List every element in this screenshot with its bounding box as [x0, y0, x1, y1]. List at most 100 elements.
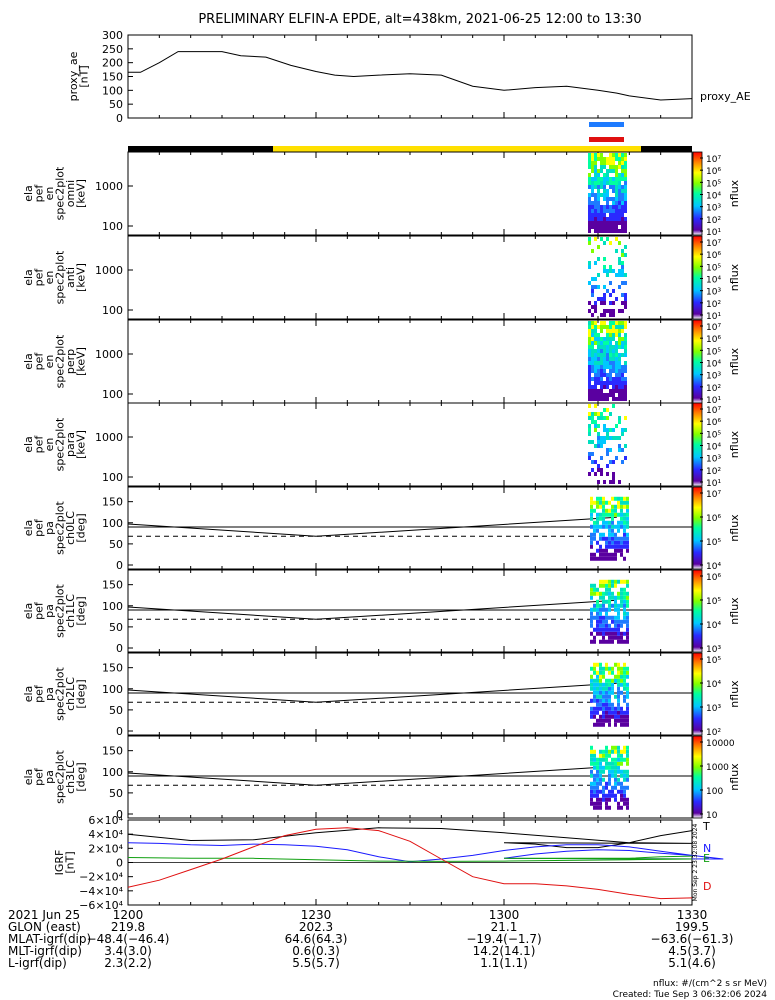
pa-2-spectrogram-pixel	[623, 674, 626, 679]
energy-2-spectrogram-pixel	[594, 365, 597, 369]
energy-0-spectrogram-pixel	[621, 157, 624, 161]
energy-1-spectrogram-pixel	[615, 273, 618, 277]
pa-2-spectrogram-pixel	[602, 714, 605, 719]
energy-2-spectrogram-pixel	[591, 369, 594, 373]
energy-3-spectrogram-pixel	[618, 420, 621, 424]
energy-2-spectrogram-pixel	[606, 341, 609, 345]
pa-2-spectrogram-pixel	[626, 682, 629, 687]
energy-0-cbar-tick: 10⁵	[706, 179, 721, 189]
pa-3-spectrogram-pixel	[605, 805, 608, 810]
energy-2-spectrogram-pixel	[591, 325, 594, 329]
energy-2-spectrogram-pixel	[621, 377, 624, 381]
energy-2-spectrogram-pixel	[603, 353, 606, 357]
igrf-series-E	[127, 855, 693, 862]
energy-ylabel-line: en	[43, 438, 56, 452]
energy-2-spectrogram-pixel	[588, 393, 591, 397]
pa-0-spectrogram-pixel	[620, 516, 623, 521]
energy-2-spectrogram-pixel	[621, 329, 624, 333]
energy-0-spectrogram-pixel	[594, 221, 597, 225]
pa-3-spectrogram-pixel	[590, 797, 593, 802]
pa-3-spectrogram-pixel	[605, 793, 608, 798]
energy-3-spectrogram-pixel	[600, 416, 603, 420]
pa-3-spectrogram-pixel	[620, 781, 623, 786]
pa-3-spectrogram-pixel	[590, 773, 593, 778]
footer-row-value: 1330	[677, 908, 708, 922]
energy-ylabel-line: pef	[32, 352, 45, 371]
energy-2-spectrogram-pixel	[588, 333, 591, 337]
energy-0-spectrogram-pixel	[621, 177, 624, 181]
pa-2-spectrogram-pixel	[599, 722, 602, 727]
pa-0-spectrogram-pixel	[620, 524, 623, 529]
energy-1-spectrogram-pixel	[612, 313, 615, 317]
energy-0-spectrogram-pixel	[588, 157, 591, 161]
energy-0-spectrogram-pixel	[615, 169, 618, 173]
pa-3-spectrogram-pixel	[590, 789, 593, 794]
pa-1-spectrogram-pixel	[593, 587, 596, 592]
energy-0-spectrogram-pixel	[588, 221, 591, 225]
energy-0-spectrogram-pixel	[624, 217, 627, 221]
pa-2-spectrogram-pixel	[611, 702, 614, 707]
energy-1-spectrogram-pixel	[621, 301, 624, 305]
energy-3-spectrogram-pixel	[597, 416, 600, 420]
energy-2-spectrogram-pixel	[597, 393, 600, 397]
pa-2-cbar-tick: 10⁴	[706, 680, 721, 690]
loss-cone-line	[127, 765, 617, 786]
energy-1-spectrogram-pixel	[606, 309, 609, 313]
pa-3-spectrogram-pixel	[623, 789, 626, 794]
pa-3-spectrogram-pixel	[617, 753, 620, 758]
pa-2-spectrogram-pixel	[599, 686, 602, 691]
pa-1-spectrogram-pixel	[611, 595, 614, 600]
pa-0-spectrogram-pixel	[611, 536, 614, 541]
energy-3-spectrogram-pixel	[600, 436, 603, 440]
pa-0-spectrogram-pixel	[590, 500, 593, 505]
pa-0-spectrogram-pixel	[614, 552, 617, 557]
pa-3-spectrogram-pixel	[614, 785, 617, 790]
pa-0-spectrogram-pixel	[626, 520, 629, 525]
energy-0-spectrogram-pixel	[594, 173, 597, 177]
energy-3-spectrogram-pixel	[594, 460, 597, 464]
pa-1-spectrogram-pixel	[599, 623, 602, 628]
energy-2-spectrogram-pixel	[597, 389, 600, 393]
pa-1-spectrogram-pixel	[626, 631, 629, 636]
igrf-ytick-label: 4×10⁴	[88, 828, 123, 841]
pa-1-spectrogram-pixel	[590, 595, 593, 600]
pa-3-spectrogram-pixel	[608, 781, 611, 786]
pa-2-spectrogram-pixel	[617, 710, 620, 715]
energy-3-spectrogram-pixel	[603, 440, 606, 444]
energy-2-spectrogram-pixel	[603, 393, 606, 397]
energy-3-spectrogram-pixel	[603, 416, 606, 420]
energy-3-spectrogram-pixel	[615, 424, 618, 428]
pa-2-spectrogram-pixel	[623, 710, 626, 715]
energy-3-spectrogram-pixel	[609, 428, 612, 432]
pa-3-spectrogram-pixel	[611, 761, 614, 766]
pa-1-spectrogram-pixel	[611, 591, 614, 596]
energy-1-spectrogram-pixel	[591, 293, 594, 297]
pa-2-spectrogram-pixel	[617, 714, 620, 719]
energy-3-spectrogram-pixel	[612, 480, 615, 484]
pa-2-colorbar	[692, 652, 703, 736]
energy-0-spectrogram-pixel	[618, 185, 621, 189]
energy-0-spectrogram-pixel	[594, 161, 597, 165]
energy-0-spectrogram-pixel	[609, 229, 612, 233]
pa-1-spectrogram-pixel	[617, 611, 620, 616]
energy-0-spectrogram-pixel	[588, 197, 591, 201]
pa-1-spectrogram-pixel	[611, 619, 614, 624]
pa-2-spectrogram-pixel	[626, 710, 629, 715]
energy-3-cbar-tick: 10⁵	[706, 430, 721, 440]
energy-1-frame	[127, 235, 693, 320]
pa-0-spectrogram-pixel	[602, 548, 605, 553]
energy-0-spectrogram-pixel	[591, 161, 594, 165]
energy-3-spectrogram-pixel	[615, 436, 618, 440]
energy-3-spectrogram-pixel	[618, 416, 621, 420]
energy-ylabel-line: ela	[22, 185, 35, 202]
energy-ytick-label: 1000	[95, 348, 123, 361]
energy-3-cbar-tick: 10¹	[706, 479, 721, 489]
energy-3-spectrogram-pixel	[606, 428, 609, 432]
pa-1-spectrogram-pixel	[626, 635, 629, 640]
energy-3-spectrogram-pixel	[603, 480, 606, 484]
ae-ytick-label: 200	[102, 57, 123, 70]
energy-2-spectrogram-pixel	[621, 385, 624, 389]
pa-2-spectrogram-pixel	[626, 694, 629, 699]
pa-3-spectrogram-pixel	[611, 757, 614, 762]
